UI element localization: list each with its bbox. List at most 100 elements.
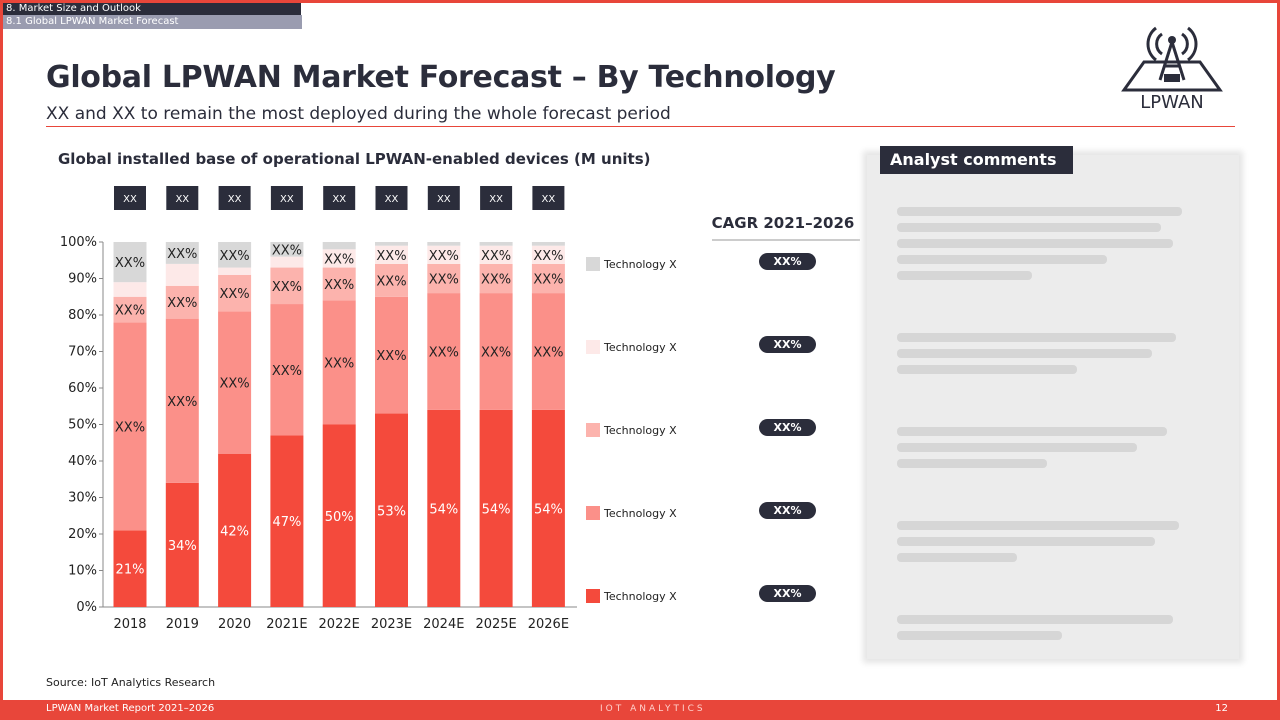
bar-segment bbox=[531, 242, 565, 246]
cagr-pill bbox=[759, 502, 816, 519]
data-label: XX% bbox=[115, 256, 145, 271]
total-label: XX bbox=[385, 194, 399, 205]
data-label: XX% bbox=[272, 280, 302, 295]
y-tick-label: 0% bbox=[76, 600, 97, 615]
x-tick-label: 2019 bbox=[166, 617, 199, 632]
data-label: 54% bbox=[429, 502, 458, 517]
data-label: XX% bbox=[167, 296, 197, 311]
data-label: XX% bbox=[220, 287, 250, 302]
data-label: XX% bbox=[376, 349, 406, 364]
left-border bbox=[0, 0, 3, 720]
bar-segment bbox=[427, 409, 461, 607]
data-label: XX% bbox=[324, 278, 354, 293]
bar-segment bbox=[479, 242, 513, 246]
total-label: XX bbox=[332, 194, 346, 205]
footer-brand: IOT ANALYTICS bbox=[600, 704, 706, 714]
data-label: XX% bbox=[376, 249, 406, 264]
footer-report-title: LPWAN Market Report 2021–2026 bbox=[46, 703, 215, 714]
cagr-value: XX% bbox=[774, 504, 802, 517]
total-label-box bbox=[218, 186, 251, 210]
legend-swatch bbox=[586, 257, 600, 271]
data-label: 42% bbox=[220, 524, 249, 539]
x-tick-label: 2024E bbox=[423, 617, 464, 632]
bar-segment bbox=[375, 296, 408, 414]
bar-segment bbox=[270, 267, 304, 305]
data-label: XX% bbox=[324, 356, 354, 371]
bar-segment bbox=[322, 300, 356, 425]
data-label: 34% bbox=[168, 539, 197, 554]
bar-segment bbox=[479, 409, 513, 607]
page-title: Global LPWAN Market Forecast – By Techno… bbox=[46, 60, 836, 95]
cagr-pill bbox=[759, 253, 816, 270]
page-subtitle: XX and XX to remain the most deployed du… bbox=[46, 104, 671, 124]
bar-segment bbox=[531, 263, 565, 294]
legend-label: Technology X bbox=[603, 507, 677, 520]
data-label: XX% bbox=[272, 364, 302, 379]
bar-segment bbox=[218, 267, 252, 275]
total-label: XX bbox=[437, 194, 451, 205]
bar-segment bbox=[270, 435, 304, 607]
y-tick-label: 70% bbox=[68, 345, 97, 360]
data-label: XX% bbox=[429, 273, 459, 288]
breadcrumb-subsection[interactable]: 8.1 Global LPWAN Market Forecast bbox=[3, 15, 302, 29]
bar-segment bbox=[113, 530, 147, 607]
y-tick-label: 50% bbox=[68, 418, 97, 433]
bar-segment bbox=[531, 245, 565, 264]
cagr-pill bbox=[759, 419, 816, 436]
data-label: XX% bbox=[324, 252, 354, 267]
total-label: XX bbox=[542, 194, 556, 205]
bar-segment bbox=[427, 293, 461, 410]
data-label: XX% bbox=[481, 346, 511, 361]
cagr-value: XX% bbox=[774, 255, 802, 268]
analyst-comments-title: Analyst comments bbox=[880, 146, 1073, 174]
bar-segment bbox=[427, 263, 461, 294]
bar-segment bbox=[270, 242, 304, 257]
y-tick-label: 100% bbox=[60, 235, 97, 250]
legend-label: Technology X bbox=[603, 258, 677, 271]
data-label: 21% bbox=[116, 563, 145, 578]
total-label: XX bbox=[280, 194, 294, 205]
data-label: XX% bbox=[376, 274, 406, 289]
y-tick-label: 80% bbox=[68, 308, 97, 323]
data-label: XX% bbox=[272, 243, 302, 258]
data-label: 54% bbox=[482, 502, 511, 517]
data-label: 50% bbox=[325, 510, 354, 525]
data-label: XX% bbox=[167, 247, 197, 262]
total-label-box bbox=[427, 186, 460, 210]
data-label: XX% bbox=[220, 249, 250, 264]
x-tick-label: 2023E bbox=[371, 617, 412, 632]
bar-segment bbox=[479, 263, 513, 294]
bar-segment bbox=[113, 322, 147, 531]
cagr-title: CAGR 2021–2026 bbox=[712, 214, 855, 232]
data-label: XX% bbox=[481, 273, 511, 288]
x-tick-label: 2021E bbox=[266, 617, 307, 632]
bar-segment bbox=[218, 242, 252, 268]
data-label: XX% bbox=[429, 346, 459, 361]
bar-segment bbox=[479, 293, 513, 410]
legend-label: Technology X bbox=[603, 590, 677, 603]
x-tick-label: 2025E bbox=[475, 617, 516, 632]
bar-segment bbox=[375, 263, 408, 297]
bar-segment bbox=[427, 245, 461, 264]
cagr-pill bbox=[759, 336, 816, 353]
top-border bbox=[0, 0, 1280, 3]
bar-segment bbox=[322, 424, 356, 607]
bar-segment bbox=[165, 263, 199, 286]
data-label: XX% bbox=[220, 377, 250, 392]
total-label: XX bbox=[175, 194, 189, 205]
legend-label: Technology X bbox=[603, 341, 677, 354]
bar-segment bbox=[113, 282, 147, 297]
bar-segment bbox=[113, 296, 147, 323]
lpwan-logo-text: LPWAN bbox=[1140, 92, 1204, 113]
total-label-box bbox=[270, 186, 303, 210]
total-label: XX bbox=[228, 194, 242, 205]
data-label: XX% bbox=[115, 420, 145, 435]
bar-segment bbox=[165, 482, 199, 607]
legend-swatch bbox=[586, 589, 600, 603]
breadcrumb-section[interactable]: 8. Market Size and Outlook bbox=[3, 3, 301, 15]
blurred-comments bbox=[897, 200, 1197, 640]
legend-swatch bbox=[586, 506, 600, 520]
bar-segment bbox=[479, 245, 513, 264]
chart-title: Global installed base of operational LPW… bbox=[58, 150, 651, 168]
data-label: XX% bbox=[533, 273, 563, 288]
